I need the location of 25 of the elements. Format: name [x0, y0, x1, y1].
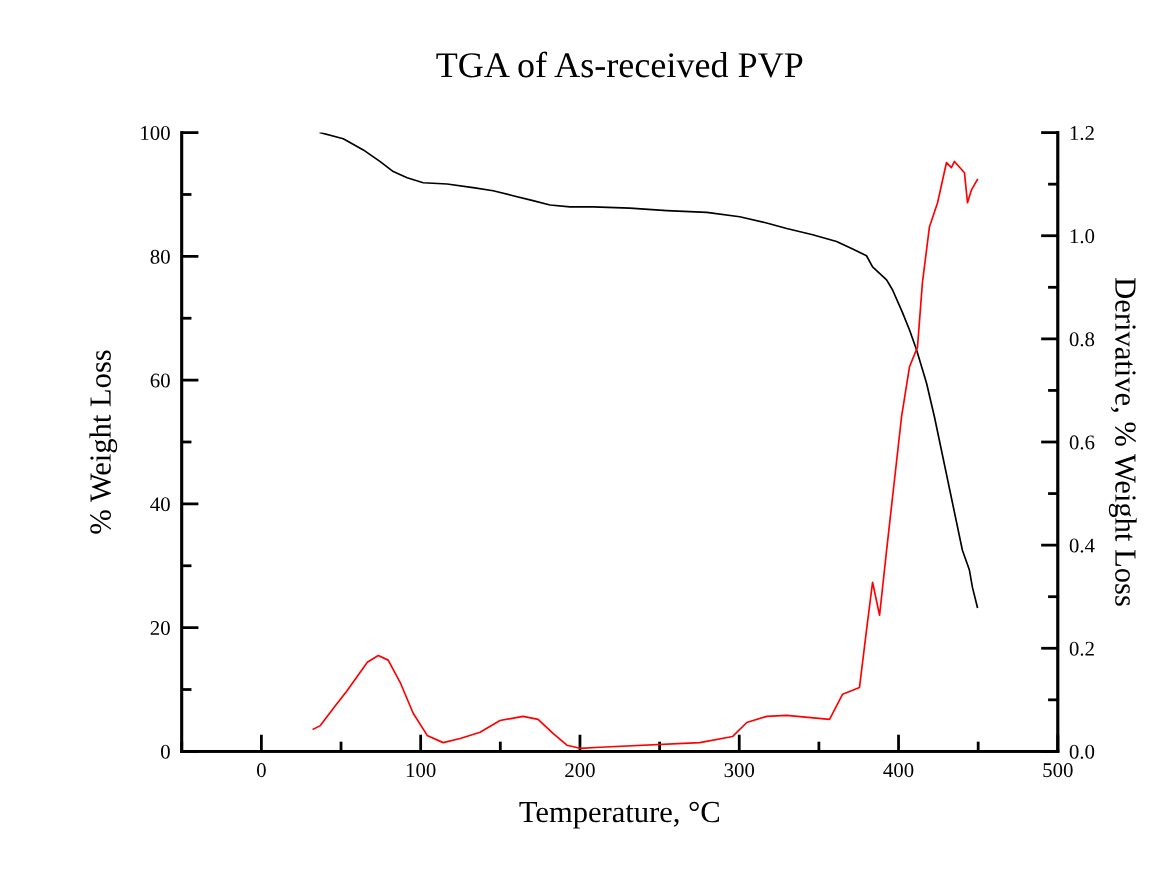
x-axis-title: Temperature, °C: [519, 801, 719, 829]
y-tick-label: 80: [150, 249, 170, 264]
y2-tick-label: 0.8: [1069, 332, 1095, 347]
line-series: [319, 132, 979, 609]
y2-tick-label: 1.0: [1070, 229, 1095, 244]
y2-tick-label: 0.0: [1069, 744, 1095, 759]
y-tick-label: 40: [150, 497, 170, 512]
y2-axis-title: Derivative, % Weight Loss: [1108, 278, 1137, 606]
chart-title: TGA of As-received PVP: [436, 51, 803, 78]
x-tick-label: 400: [883, 763, 914, 778]
x-tick-label: 0: [256, 763, 266, 778]
y-tick-label: 0: [161, 744, 170, 759]
y2-tick-label: 1.2: [1070, 126, 1094, 141]
y2-tick-label: 0.6: [1069, 435, 1095, 450]
x-tick-label: 500: [1043, 763, 1073, 778]
line-series: [312, 160, 979, 750]
y-tick-label: 100: [141, 125, 170, 141]
x-tick-label: 100: [406, 763, 436, 778]
y2-tick-label: 0.2: [1069, 641, 1094, 656]
y2-tick-label: 0.4: [1069, 538, 1095, 553]
y-tick-label: 20: [150, 621, 170, 636]
y-tick-label: 60: [150, 373, 170, 388]
x-tick-label: 300: [724, 763, 755, 778]
x-tick-label: 200: [565, 763, 595, 778]
y-axis-title: % Weight Loss: [89, 350, 118, 534]
